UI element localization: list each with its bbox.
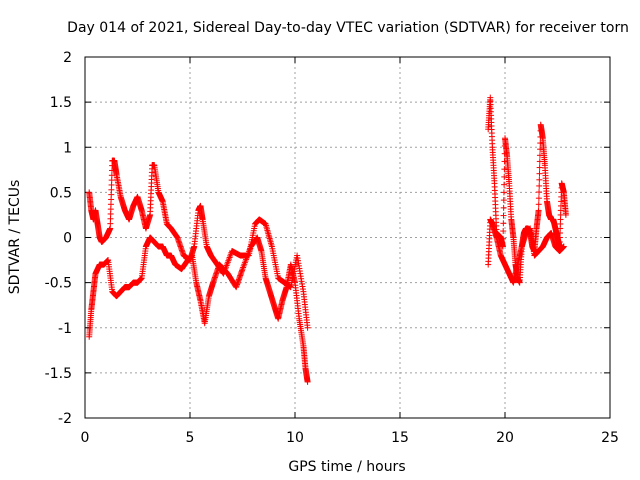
grid bbox=[85, 57, 610, 418]
y-tick-label: 1 bbox=[63, 140, 72, 156]
data-point bbox=[294, 252, 306, 293]
x-tick-label: 10 bbox=[286, 430, 304, 446]
data-point bbox=[105, 257, 115, 293]
data-point bbox=[111, 157, 120, 177]
data-point bbox=[159, 198, 170, 226]
x-tick-label: 0 bbox=[81, 430, 90, 446]
series-3 bbox=[485, 94, 569, 286]
x-tick-label: 5 bbox=[186, 430, 195, 446]
data-point bbox=[304, 378, 311, 385]
y-tick-label: -1.5 bbox=[45, 366, 72, 382]
y-tick-label: 0.5 bbox=[50, 185, 72, 201]
data-point bbox=[239, 245, 254, 273]
data-point bbox=[262, 220, 275, 248]
data-points bbox=[86, 94, 569, 385]
data-point bbox=[304, 324, 311, 331]
data-point bbox=[510, 234, 519, 266]
data-point bbox=[201, 295, 212, 327]
data-point bbox=[302, 365, 311, 384]
data-point bbox=[159, 243, 170, 258]
data-point bbox=[142, 212, 153, 232]
data-point bbox=[90, 271, 99, 295]
data-point bbox=[258, 248, 269, 280]
data-point bbox=[510, 262, 521, 286]
data-point bbox=[147, 165, 156, 218]
data-point bbox=[527, 225, 538, 257]
data-point bbox=[292, 279, 302, 320]
data-point bbox=[296, 315, 307, 347]
data-point bbox=[504, 153, 513, 185]
x-tick-label: 15 bbox=[391, 430, 409, 446]
data-point bbox=[151, 162, 162, 194]
data-point bbox=[279, 285, 290, 304]
y-tick-label: -1 bbox=[58, 321, 72, 337]
data-point bbox=[268, 243, 281, 279]
data-point bbox=[138, 245, 149, 282]
y-tick-label: 0 bbox=[63, 231, 72, 247]
data-point bbox=[489, 220, 500, 240]
data-point bbox=[191, 210, 202, 250]
data-point bbox=[560, 243, 567, 250]
data-point bbox=[266, 288, 277, 308]
data-point bbox=[103, 226, 113, 241]
data-point bbox=[254, 234, 265, 254]
data-point bbox=[197, 202, 206, 222]
data-point bbox=[233, 267, 246, 291]
x-tick-label: 20 bbox=[496, 430, 514, 446]
data-point bbox=[541, 162, 550, 202]
data-point bbox=[533, 208, 542, 232]
y-tick-label: 2 bbox=[63, 50, 72, 66]
data-point bbox=[224, 270, 239, 290]
data-point bbox=[502, 135, 510, 158]
data-point bbox=[493, 234, 504, 258]
y-axis-label: SDTVAR / TECUs bbox=[7, 180, 23, 295]
plot-frame bbox=[84, 56, 611, 419]
data-point bbox=[92, 207, 101, 226]
data-point bbox=[107, 162, 116, 232]
data-point bbox=[174, 234, 187, 258]
chart-title: Day 014 of 2021, Sidereal Day-to-day VTE… bbox=[67, 20, 629, 36]
series-2 bbox=[86, 234, 311, 385]
data-point bbox=[88, 289, 97, 313]
data-point bbox=[485, 219, 494, 268]
data-point bbox=[86, 189, 95, 213]
data-point bbox=[94, 220, 103, 240]
data-point bbox=[487, 94, 496, 147]
axis-ticks: 0 5 10 15 20 25 2 1.5 1 0.5 0 -0.5 -1 -1.5 -2 bbox=[45, 50, 619, 446]
data-point bbox=[92, 262, 103, 277]
data-point bbox=[113, 171, 124, 199]
data-point bbox=[300, 288, 311, 329]
data-point bbox=[506, 180, 515, 220]
data-point bbox=[562, 211, 569, 218]
data-point bbox=[216, 261, 231, 276]
x-tick-label: 25 bbox=[601, 430, 619, 446]
y-tick-label: -0.5 bbox=[45, 276, 72, 292]
data-point bbox=[489, 144, 498, 184]
data-point bbox=[560, 189, 569, 217]
data-point bbox=[508, 216, 517, 240]
data-point bbox=[117, 193, 128, 213]
x-axis-label: GPS time / hours bbox=[288, 459, 405, 475]
data-point bbox=[86, 308, 95, 340]
data-point bbox=[262, 275, 273, 294]
data-point bbox=[199, 216, 210, 248]
y-tick-label: -2 bbox=[58, 411, 72, 427]
data-point bbox=[300, 342, 309, 370]
data-point bbox=[544, 198, 552, 217]
series-4 bbox=[485, 216, 567, 286]
data-point bbox=[537, 121, 546, 141]
data-point bbox=[208, 252, 220, 267]
y-tick-label: 1.5 bbox=[50, 95, 72, 111]
data-point bbox=[275, 298, 286, 322]
data-point bbox=[134, 193, 145, 213]
data-point bbox=[205, 280, 216, 300]
data-point bbox=[189, 252, 199, 284]
